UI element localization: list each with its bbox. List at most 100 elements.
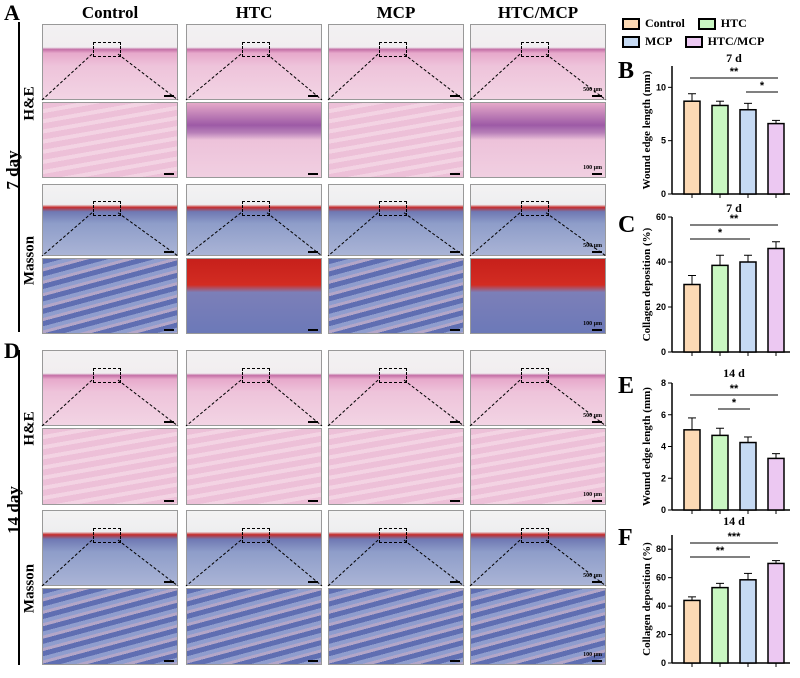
bar-c-0 [683, 283, 701, 353]
y-tick-label: 80 [656, 544, 666, 554]
histology-image-masson-overview-14d-mcp [328, 510, 464, 586]
bracket-14-day [18, 350, 20, 665]
y-axis-label: Collagen deposition (%) [641, 542, 653, 656]
chart-title: 14 d [723, 366, 745, 380]
zoom-region-box [379, 200, 407, 216]
scale-bar [592, 660, 602, 662]
zoom-guide-line [117, 379, 179, 427]
histology-image-he-overview-14d-mcp [328, 350, 464, 426]
scale-bar-label: 100 μm [583, 321, 602, 327]
scale-bar [592, 173, 602, 175]
panel-label-e: E [618, 373, 634, 399]
zoom-guide-line [185, 539, 242, 587]
zoom-guide-line [469, 53, 521, 101]
scale-bar [592, 95, 602, 97]
histology-image-masson-zoom-7d-htc [186, 258, 322, 334]
zoom-region-box [93, 200, 121, 216]
bar-b-0 [683, 100, 701, 195]
significance-marker: * [760, 80, 765, 92]
zoom-region-box [379, 42, 407, 58]
zoom-region-box [521, 42, 549, 58]
scale-bar [308, 251, 318, 253]
significance-marker: ** [730, 66, 739, 78]
zoom-guide-line [266, 539, 323, 587]
histology-image-he-overview-14d-htc-mcp: 500 μm [470, 350, 606, 426]
y-tick-label: 6 [661, 410, 666, 420]
bar-b-2 [739, 108, 757, 195]
panel-label-a: A [4, 0, 20, 25]
zoom-region-box [379, 368, 407, 384]
zoom-guide-line [327, 539, 379, 587]
legend-item-htc: HTC [697, 16, 747, 31]
significance-marker: ** [716, 545, 725, 557]
zoom-guide-line [469, 539, 521, 587]
bar-e-1 [711, 434, 729, 511]
histology-image-masson-zoom-7d-mcp [328, 258, 464, 334]
zoom-guide-line [266, 53, 323, 101]
chart-title: 7 d [726, 201, 742, 215]
zoom-guide-line [545, 212, 607, 257]
y-tick-label: 0 [661, 505, 666, 515]
zoom-guide-line [41, 379, 93, 427]
legend-item-htc-mcp: HTC/MCP [684, 34, 764, 49]
zoom-region-box [242, 368, 270, 384]
scale-bar [164, 95, 174, 97]
zoom-guide-line [41, 539, 93, 587]
zoom-guide-line [545, 53, 607, 101]
bar-c-1 [711, 264, 729, 353]
bar-f-1 [711, 586, 729, 664]
histology-image-he-overview-7d-htc [186, 24, 322, 100]
scale-bar [450, 421, 460, 423]
zoom-region-box [521, 200, 549, 216]
legend-item-mcp: MCP [622, 34, 672, 49]
zoom-region-box [242, 42, 270, 58]
scale-bar [450, 500, 460, 502]
histology-image-he-zoom-7d-htc-mcp: 100 μm [470, 102, 606, 178]
zoom-guide-lines [41, 53, 607, 587]
y-tick-label: 60 [656, 212, 666, 222]
significance-marker: ** [730, 383, 739, 395]
scale-bar [164, 173, 174, 175]
histology-image-masson-zoom-14d-mcp [328, 588, 464, 665]
y-tick-label: 5 [661, 136, 666, 146]
histology-image-he-overview-14d-control [42, 350, 178, 426]
scale-bar-label: 100 μm [583, 652, 602, 658]
zoom-guide-line [469, 379, 521, 427]
zoom-guide-line [41, 53, 93, 101]
histology-image-masson-overview-14d-htc [186, 510, 322, 586]
bar-f-2 [739, 579, 757, 664]
scale-bar [164, 251, 174, 253]
bar-c-2 [739, 261, 757, 353]
scale-bar [308, 500, 318, 502]
y-tick-label: 60 [656, 573, 666, 583]
histology-image-masson-overview-7d-htc [186, 184, 322, 256]
histology-image-he-overview-7d-mcp [328, 24, 464, 100]
panel-label-f: F [618, 525, 633, 551]
zoom-guide-line [117, 539, 179, 587]
legend-swatch [622, 36, 640, 49]
y-tick-label: 8 [661, 378, 666, 388]
bar-b-3 [767, 122, 785, 195]
zoom-guide-line [117, 212, 179, 257]
panel-label-b: B [618, 58, 634, 84]
histology-image-he-overview-7d-htc-mcp: 500 μm [470, 24, 606, 100]
scale-bar [164, 660, 174, 662]
zoom-guide-line [545, 539, 607, 587]
scale-bar [308, 173, 318, 175]
histology-image-masson-zoom-14d-htc-mcp: 100 μm [470, 588, 606, 665]
scale-bar [164, 329, 174, 331]
histology-image-he-overview-14d-htc [186, 350, 322, 426]
zoom-region-box [93, 368, 121, 384]
scale-bar-label: 500 μm [583, 413, 602, 419]
significance-marker: * [718, 227, 723, 239]
scale-bar [164, 500, 174, 502]
y-tick-label: 0 [661, 189, 666, 199]
zoom-guide-line [469, 212, 521, 257]
scale-bar-label: 500 μm [583, 87, 602, 93]
histology-image-masson-overview-14d-htc-mcp: 500 μm [470, 510, 606, 586]
scale-bar [164, 421, 174, 423]
legend: Control HTC MCP HTC/MCP [622, 16, 764, 49]
y-tick-label: 2 [661, 473, 666, 483]
zoom-guide-line [403, 379, 465, 427]
